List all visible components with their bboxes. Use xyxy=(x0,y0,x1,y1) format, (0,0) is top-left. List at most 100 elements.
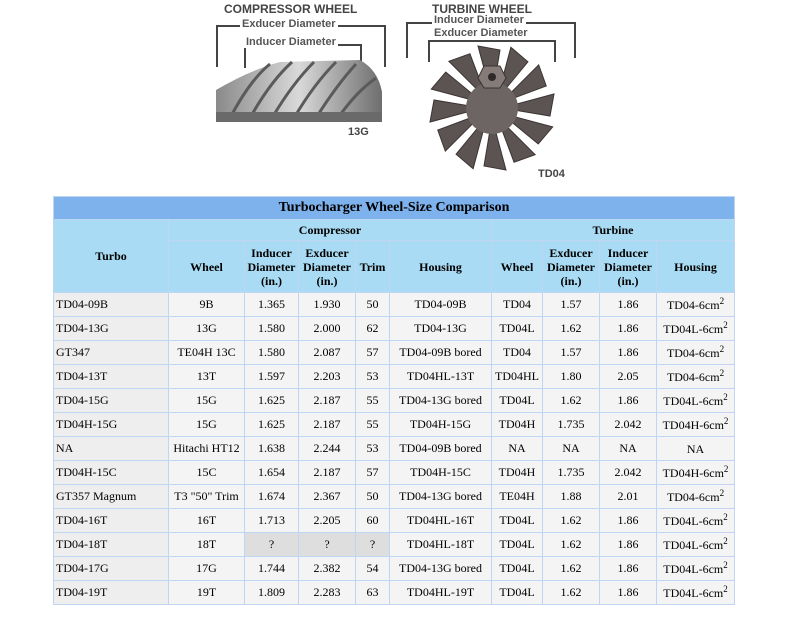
table-row: TD04-16T 16T 1.713 2.205 60 TD04HL-16T TD04L 1.… xyxy=(53,508,736,533)
trim-cell: 55 xyxy=(355,388,390,413)
header-turbine: Turbine xyxy=(490,219,736,241)
compressor-inducer-cell: 1.654 xyxy=(244,460,299,485)
turbine-exducer-cell: 1.62 xyxy=(542,316,600,341)
compressor-inducer-cell: 1.809 xyxy=(244,580,299,605)
trim-cell: 63 xyxy=(355,580,390,605)
trim-cell: 55 xyxy=(355,412,390,437)
compressor-wheel-cell: 18T xyxy=(168,532,245,557)
turbine-exducer-cell: 1.62 xyxy=(542,532,600,557)
header-compressor-trim: Trim xyxy=(355,240,390,293)
trim-cell: 57 xyxy=(355,460,390,485)
table-row: TD04-13G 13G 1.580 2.000 62 TD04-13G TD04L 1.62… xyxy=(53,316,736,341)
housing-unit-exponent: 2 xyxy=(719,368,725,378)
turbine-inducer-cell: 1.86 xyxy=(599,532,657,557)
compressor-exducer-cell: 1.930 xyxy=(298,292,356,317)
compressor-wheel-cell: 15C xyxy=(168,460,245,485)
compressor-housing-cell: TD04-09B bored xyxy=(389,340,492,365)
turbine-inducer-cell: 1.86 xyxy=(599,388,657,413)
turbine-wheel-cell: TD04L xyxy=(491,316,543,341)
turbine-inducer-label: Inducer Diameter xyxy=(432,14,526,26)
turbo-cell: TD04-13T xyxy=(53,364,169,389)
turbine-wheel-cell: NA xyxy=(491,436,543,461)
turbine-housing-cell: NA xyxy=(655,436,736,461)
compressor-inducer-cell: 1.638 xyxy=(244,436,299,461)
trim-cell: 50 xyxy=(355,292,390,317)
compressor-housing-cell: TD04HL-13T xyxy=(389,364,492,389)
turbo-cell: TD04H-15C xyxy=(53,460,169,485)
compressor-wheel-title: COMPRESSOR WHEEL xyxy=(224,2,358,16)
turbo-cell: GT357 Magnum xyxy=(53,484,169,509)
turbine-inducer-cell: 1.86 xyxy=(599,340,657,365)
turbo-cell: TD04-18T xyxy=(53,532,169,557)
compressor-wheel-cell: 17G xyxy=(168,556,245,581)
turbine-housing-cell: TD04H-6cm2 xyxy=(655,460,736,485)
turbo-cell: NA xyxy=(53,436,169,461)
turbine-exducer-bracket xyxy=(428,40,556,62)
housing-unit-exponent: 2 xyxy=(723,560,728,570)
compressor-exducer-cell: 2.283 xyxy=(298,580,356,605)
turbine-inducer-cell: 2.01 xyxy=(599,484,657,509)
housing-unit-exponent: 2 xyxy=(723,320,728,330)
compressor-inducer-label: Inducer Diameter xyxy=(244,36,338,48)
header-turbine-exducer: Exducer Diameter (in.) xyxy=(542,240,600,293)
compressor-wheel-cell: 15G xyxy=(168,388,245,413)
table-row: TD04H-15G 15G 1.625 2.187 55 TD04H-15G TD04H 1.… xyxy=(53,412,736,437)
turbine-exducer-cell: 1.62 xyxy=(542,580,600,605)
turbine-wheel-figure: TURBINE WHEEL Inducer Diameter Exducer D… xyxy=(400,0,590,190)
turbine-housing-text: NA xyxy=(686,442,705,456)
trim-cell: 60 xyxy=(355,508,390,533)
compressor-housing-cell: TD04HL-18T xyxy=(389,532,492,557)
turbine-wheel-code: TD04 xyxy=(538,168,565,180)
table-row: NA Hitachi HT12 1.638 2.244 53 TD04-09B bored… xyxy=(53,436,736,461)
turbine-exducer-label: Exducer Diameter xyxy=(432,27,530,39)
turbo-cell: TD04-13G xyxy=(53,316,169,341)
turbine-wheel-title: TURBINE WHEEL xyxy=(432,2,532,16)
turbine-inducer-cell: NA xyxy=(599,436,657,461)
trim-cell: 62 xyxy=(355,316,390,341)
compressor-housing-cell: TD04H-15C xyxy=(389,460,492,485)
compressor-exducer-cell: 2.187 xyxy=(298,460,356,485)
turbo-cell: TD04-15G xyxy=(53,388,169,413)
compressor-wheel-cell: 9B xyxy=(168,292,245,317)
turbine-wheel-cell: TD04L xyxy=(491,556,543,581)
trim-cell: 57 xyxy=(355,340,390,365)
housing-unit-exponent: 2 xyxy=(719,296,725,306)
compressor-housing-cell: TD04-13G bored xyxy=(389,388,492,413)
compressor-exducer-cell: 2.382 xyxy=(298,556,356,581)
turbo-cell: TD04-17G xyxy=(53,556,169,581)
table-row: TD04-13T 13T 1.597 2.203 53 TD04HL-13T TD04HL 1… xyxy=(53,364,736,389)
turbine-housing-text: TD04H-6cm xyxy=(662,418,724,432)
turbine-housing-cell: TD04L-6cm2 xyxy=(655,508,736,533)
compressor-wheel-cell: 15G xyxy=(168,412,245,437)
turbine-inducer-cell: 2.042 xyxy=(599,412,657,437)
trim-cell: 53 xyxy=(355,436,390,461)
turbine-wheel-cell: TD04L xyxy=(491,388,543,413)
compressor-inducer-cell: 1.744 xyxy=(244,556,299,581)
compressor-inducer-cell: 1.580 xyxy=(244,316,299,341)
header-turbine-wheel: Wheel xyxy=(491,240,543,293)
turbine-exducer-cell: 1.57 xyxy=(542,340,600,365)
turbine-wheel-cell: TD04 xyxy=(491,292,543,317)
turbine-housing-cell: TD04-6cm2 xyxy=(655,484,736,509)
compressor-inducer-cell: 1.365 xyxy=(244,292,299,317)
turbine-housing-text: TD04L-6cm xyxy=(663,394,724,408)
header-turbo: Turbo xyxy=(53,219,169,293)
compressor-exducer-cell: 2.367 xyxy=(298,484,356,509)
housing-unit-exponent: 2 xyxy=(723,536,728,546)
compressor-housing-cell: TD04-13G xyxy=(389,316,492,341)
housing-unit-exponent: 2 xyxy=(723,416,729,426)
turbine-exducer-cell: NA xyxy=(542,436,600,461)
turbine-exducer-cell: 1.62 xyxy=(542,388,600,413)
turbine-wheel-cell: TD04 xyxy=(491,340,543,365)
trim-cell: 50 xyxy=(355,484,390,509)
turbine-inducer-cell: 2.05 xyxy=(599,364,657,389)
compressor-exducer-cell: 2.187 xyxy=(298,388,356,413)
trim-cell: 54 xyxy=(355,556,390,581)
compressor-wheel-cell: Hitachi HT12 xyxy=(168,436,245,461)
compressor-inducer-cell: ? xyxy=(244,532,299,557)
turbo-cell: TD04H-15G xyxy=(53,412,169,437)
turbine-exducer-cell: 1.57 xyxy=(542,292,600,317)
table-row: TD04-19T 19T 1.809 2.283 63 TD04HL-19T TD04L 1.… xyxy=(53,580,736,605)
turbo-cell: TD04-16T xyxy=(53,508,169,533)
compressor-exducer-cell: 2.187 xyxy=(298,412,356,437)
